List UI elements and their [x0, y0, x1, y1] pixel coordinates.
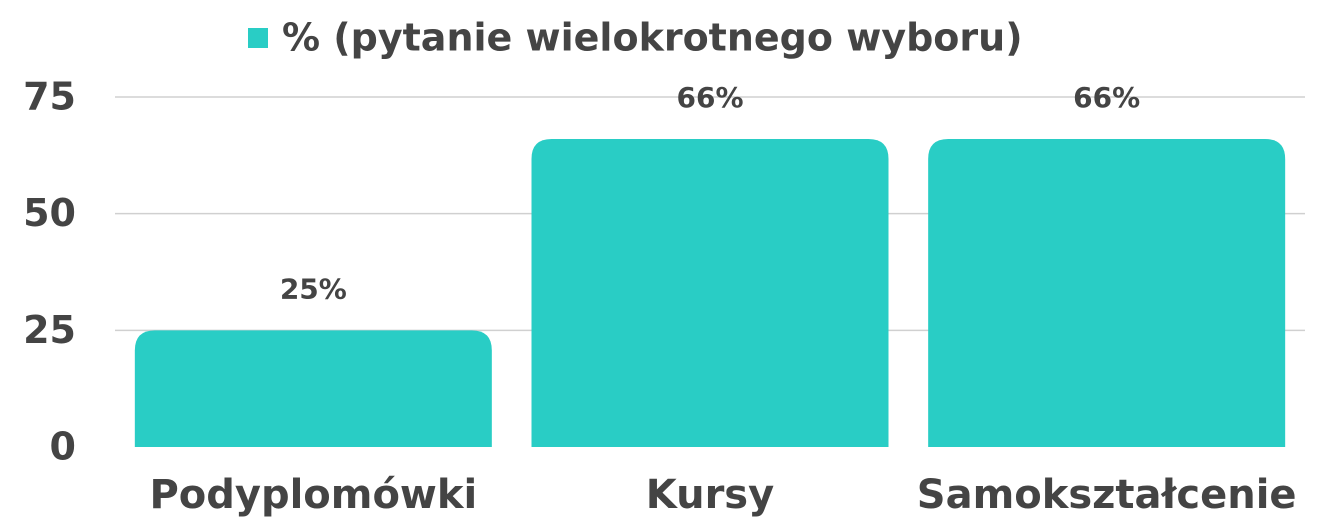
bar — [928, 139, 1286, 447]
legend-swatch — [248, 28, 268, 48]
data-label: 66% — [676, 81, 743, 114]
data-label: 25% — [280, 272, 347, 305]
y-tick-label: 25 — [23, 308, 76, 352]
bar — [134, 330, 492, 447]
x-tick-label: Samokształcenie — [917, 472, 1297, 518]
y-tick-label: 75 — [23, 75, 76, 119]
y-tick-label: 50 — [23, 191, 76, 235]
x-tick-label: Kursy — [646, 472, 774, 518]
x-tick-label: Podyplomówki — [149, 472, 477, 518]
legend-label: % (pytanie wielokrotnego wyboru) — [282, 16, 1023, 60]
data-label: 66% — [1073, 81, 1140, 114]
bar — [531, 139, 889, 447]
y-tick-label: 0 — [50, 425, 76, 469]
